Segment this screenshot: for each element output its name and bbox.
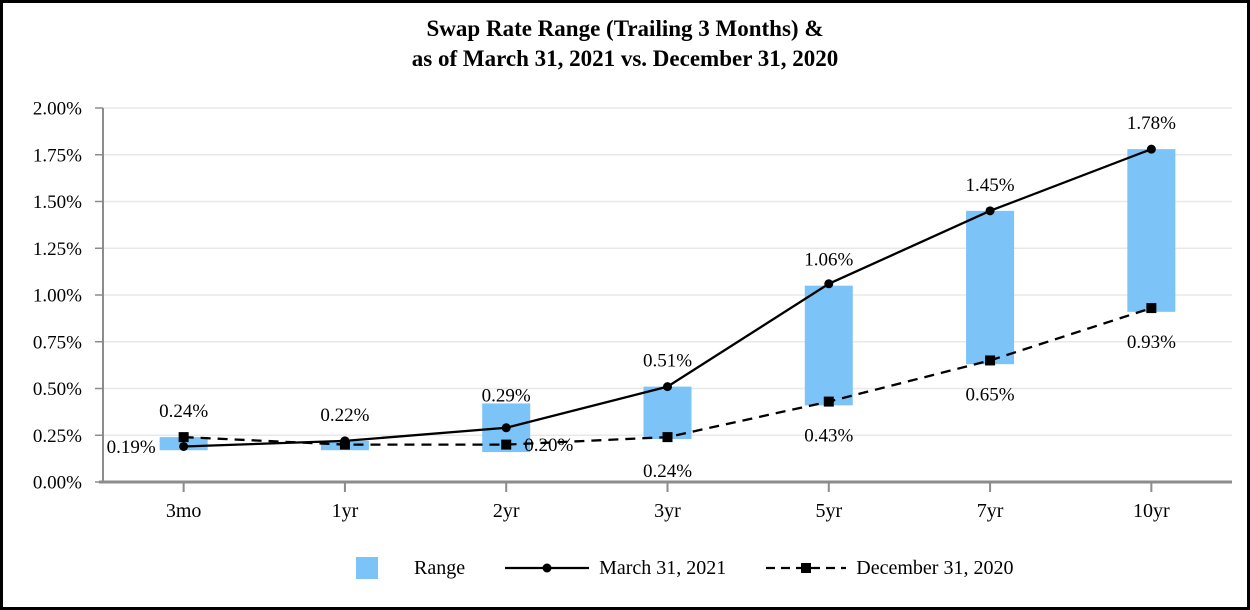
square-marker <box>178 432 189 443</box>
legend-december-label: December 31, 2020 <box>856 556 1014 579</box>
y-axis-tick-label: 1.00% <box>33 286 82 307</box>
dashed-line-square-marker-icon <box>766 563 847 573</box>
data-label: 1.06% <box>804 250 853 271</box>
data-label: 0.29% <box>482 385 531 406</box>
legend-item-march: March 31, 2021 <box>505 557 726 580</box>
square-marker <box>985 355 996 366</box>
y-axis-tick-label: 2.00% <box>33 99 82 120</box>
legend-item-range: Range <box>356 557 465 580</box>
y-axis-tick-label: 1.50% <box>33 192 82 213</box>
chart-canvas: 0.00% 0.25% 0.50% 0.75% 1.00% 1.25% 1.50% 1.75%… <box>33 99 1232 522</box>
circle-marker <box>1146 144 1156 154</box>
x-axis-tick-label: 2yr <box>493 500 520 522</box>
legend-item-december: December 31, 2020 <box>766 557 1013 580</box>
square-marker <box>823 396 834 407</box>
data-label: 1.78% <box>1127 113 1176 134</box>
range-bar <box>804 285 853 406</box>
circle-marker <box>179 441 189 451</box>
x-axis-tick-label: 3mo <box>166 500 202 522</box>
circle-marker <box>985 206 995 216</box>
x-axis-tick-label: 1yr <box>332 500 359 522</box>
y-axis-tick-label: 1.75% <box>33 145 82 166</box>
circle-marker <box>824 279 834 289</box>
y-axis-tick-label: 1.25% <box>33 239 82 260</box>
y-axis-tick-label: 0.00% <box>33 473 82 494</box>
solid-line-circle-marker-icon <box>505 563 590 573</box>
chart-title: Swap Rate Range (Trailing 3 Months) & as… <box>3 14 1247 74</box>
data-label: 0.20% <box>524 435 573 456</box>
square-marker <box>501 439 512 450</box>
chart-legend: Range March 31, 2021 December 31, 2020 <box>356 552 1013 584</box>
circle-marker <box>663 382 672 392</box>
legend-march-label: March 31, 2021 <box>599 556 727 579</box>
data-label: 0.43% <box>804 426 853 447</box>
data-label: 0.51% <box>643 351 692 372</box>
x-axis-tick-label: 5yr <box>815 500 842 522</box>
y-axis-tick-label: 0.50% <box>33 379 82 400</box>
circle-marker <box>340 436 350 446</box>
circle-marker <box>501 423 511 433</box>
x-axis-tick-label: 10yr <box>1133 500 1170 522</box>
data-label: 0.24% <box>643 461 692 482</box>
chart-title-line1: Swap Rate Range (Trailing 3 Months) & <box>426 16 824 41</box>
data-label: 1.45% <box>966 175 1015 196</box>
data-label: 0.65% <box>966 384 1015 405</box>
square-marker <box>1146 303 1157 314</box>
chart-title-line2: as of March 31, 2021 vs. December 31, 20… <box>411 46 839 71</box>
data-label: 0.22% <box>320 405 369 426</box>
x-axis-tick-label: 7yr <box>977 500 1004 522</box>
square-marker <box>662 432 673 443</box>
range-swatch-icon <box>356 557 378 579</box>
data-label: 0.19% <box>107 437 156 458</box>
y-axis-tick-label: 0.25% <box>33 426 82 447</box>
x-axis-tick-label: 3yr <box>654 500 681 522</box>
range-bar <box>643 386 692 439</box>
data-label: 0.93% <box>1127 332 1176 353</box>
range-bar <box>1127 149 1176 312</box>
y-axis-tick-label: 0.75% <box>33 332 82 353</box>
range-bar <box>966 210 1015 365</box>
data-label: 0.24% <box>159 401 208 422</box>
legend-range-label: Range <box>414 556 466 579</box>
